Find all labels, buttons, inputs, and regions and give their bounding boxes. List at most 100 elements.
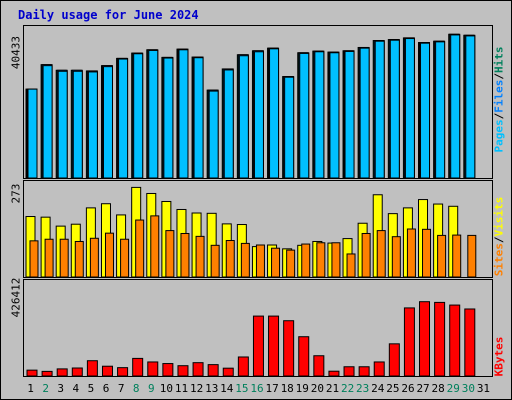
sites-bar — [361, 232, 371, 277]
pages-bar — [374, 40, 385, 178]
sites-bar — [150, 215, 160, 277]
pages-bar — [163, 57, 174, 178]
kbytes-bars — [26, 301, 476, 376]
kbytes-bar — [419, 301, 431, 376]
x-tick-label: 28 — [431, 382, 445, 395]
sites-bar — [104, 232, 114, 277]
kbytes-bar — [192, 362, 204, 376]
x-tick-label: 26 — [401, 382, 415, 395]
sites-bar — [316, 242, 326, 277]
kbytes-bar — [464, 308, 476, 376]
x-tick-label: 1 — [27, 382, 34, 395]
sites-bar — [240, 242, 250, 277]
kbytes-bar — [373, 361, 385, 376]
legend-sep: / — [492, 73, 506, 80]
kbytes-bar — [313, 355, 325, 376]
pages-bar — [238, 55, 249, 178]
pages-bar — [42, 65, 53, 178]
sites-bar — [437, 234, 447, 277]
x-tick-label: 22 — [340, 382, 355, 395]
kbytes-bar — [132, 357, 144, 376]
visits-panel — [23, 180, 493, 278]
legend-pages: Pages — [492, 119, 506, 153]
pages-bar — [389, 39, 400, 178]
sites-bar — [74, 240, 84, 277]
pages-bar — [178, 49, 189, 178]
pages-bar — [404, 38, 415, 178]
pages-bar — [27, 88, 38, 178]
sites-bar — [452, 234, 462, 277]
x-tick-label: 6 — [102, 382, 110, 395]
sites-bar — [225, 240, 235, 277]
pages-bar — [102, 66, 113, 178]
kbytes-bar — [177, 365, 189, 376]
x-tick-label: 27 — [416, 382, 430, 395]
pages-bar — [284, 76, 295, 178]
sites-bar — [59, 238, 69, 277]
legend-middle: Sites/Visits — [493, 197, 506, 277]
x-axis: 1 2 3 4 5 6 7 8 9 10 11 12 13 14 15 16 17 18 19 20 21 22 23 24 2… — [23, 382, 491, 396]
sites-bar — [29, 240, 39, 277]
pages-bar — [57, 70, 68, 178]
kbytes-bar — [252, 315, 264, 376]
pages-bar — [148, 49, 159, 178]
sites-bar — [406, 228, 416, 277]
pages-bar — [87, 71, 98, 178]
x-tick-label: 12 — [189, 382, 204, 395]
kbytes-bar — [283, 320, 295, 376]
kbytes-bar — [434, 301, 446, 376]
kbytes-bar — [388, 343, 400, 376]
sites-bar — [165, 230, 175, 277]
kbytes-bar — [26, 369, 38, 376]
kbytes-bar — [71, 367, 83, 376]
sites-bar — [422, 228, 432, 277]
sites-bar — [467, 234, 477, 277]
kbytes-bar — [162, 363, 174, 376]
kbytes-bar — [358, 366, 370, 376]
legend-files: Files — [492, 79, 506, 113]
sites-bar — [271, 247, 281, 277]
x-tick-label: 3 — [57, 382, 65, 395]
x-tick-label: 4 — [72, 382, 80, 395]
sites-bar — [331, 242, 341, 277]
y-tick-kbytes: 426412 — [9, 277, 23, 318]
x-tick-label: 19 — [295, 382, 309, 395]
kbytes-bar — [328, 370, 340, 376]
x-tick-label: 7 — [117, 382, 125, 395]
kbytes-bar — [449, 304, 461, 376]
kbytes-bar — [298, 336, 310, 376]
pages-bar — [208, 90, 219, 178]
kbytes-bar — [222, 367, 234, 376]
kbytes-bar — [237, 356, 249, 376]
pages-bar — [329, 52, 340, 178]
legend-sep: / — [492, 236, 506, 244]
kbytes-bar — [403, 307, 415, 376]
sites-bar — [376, 230, 386, 277]
sites-bar — [286, 249, 296, 277]
kbytes-bar — [268, 315, 280, 376]
y-tick-visits: 273 — [9, 183, 23, 204]
sites-bar — [195, 235, 205, 277]
x-tick-label: 10 — [159, 382, 174, 395]
x-tick-label: 30 — [461, 382, 475, 395]
sites-bar — [180, 232, 190, 277]
hits-bars — [25, 33, 476, 178]
pages-bar — [314, 51, 325, 178]
sites-bar — [44, 238, 54, 277]
sites-bar — [135, 219, 145, 277]
pages-bar — [299, 52, 310, 178]
pages-bar — [420, 42, 431, 178]
pages-bar — [269, 48, 280, 178]
pages-bar — [465, 35, 476, 178]
legend-sites: Sites — [492, 243, 506, 277]
legend-bottom: KBytes — [493, 332, 506, 382]
pages-bar — [133, 53, 144, 178]
kbytes-bar — [147, 361, 159, 376]
kbytes-bar — [117, 367, 129, 376]
hits-panel — [23, 25, 493, 179]
x-tick-label: 5 — [87, 382, 95, 395]
x-tick-label: 25 — [386, 382, 400, 395]
y-tick-hits: 40433 — [9, 35, 23, 70]
kbytes-bar — [207, 364, 219, 376]
x-tick-label: 14 — [220, 382, 234, 395]
